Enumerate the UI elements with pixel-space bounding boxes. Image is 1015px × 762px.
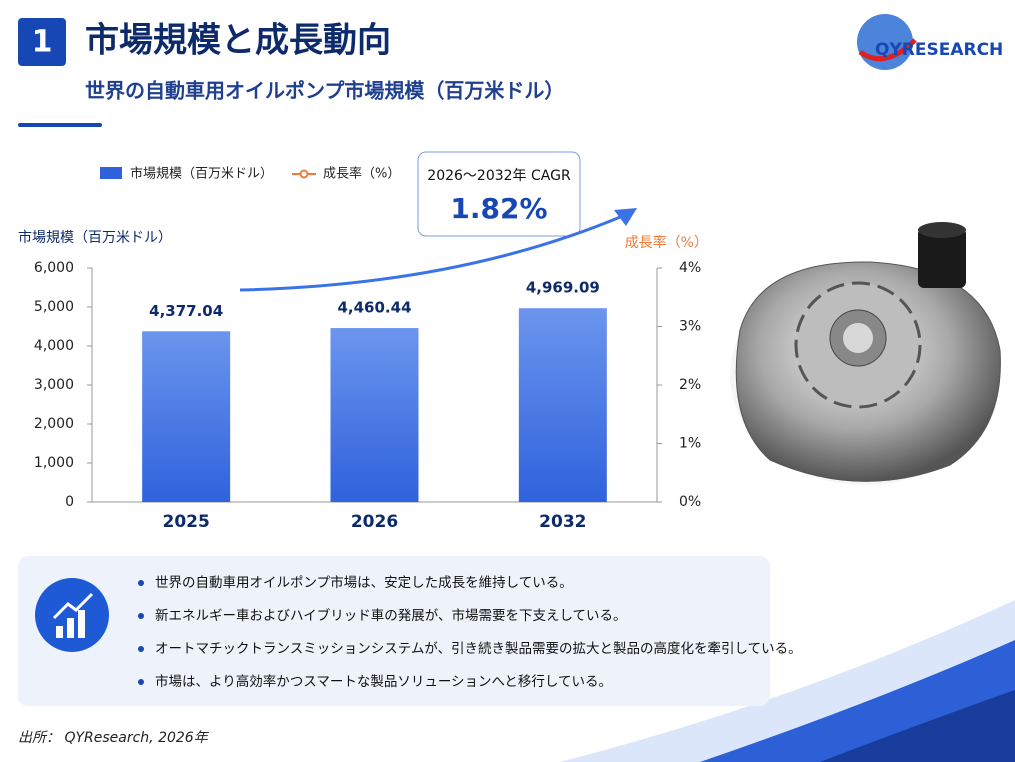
number-box	[18, 18, 66, 66]
y-tick-label: 5,000	[34, 299, 74, 315]
cagr-label: 2026～2032年 CAGR	[427, 168, 571, 184]
x-tick-label: 2032	[539, 512, 586, 532]
cagr-value: 1.82%	[450, 192, 547, 225]
logo: QYRESEARCH	[875, 40, 1003, 60]
y2-axis-title: 成長率（%）	[625, 234, 708, 251]
value-label: 4,377.04	[149, 302, 223, 320]
icon-bars	[56, 610, 85, 638]
legend-label: 市場規模（百万米ドル）	[130, 166, 273, 182]
bar	[518, 308, 607, 502]
icon	[35, 578, 109, 652]
y-axis-title: 市場規模（百万米ドル）	[18, 229, 172, 246]
bullet-dot	[138, 679, 144, 685]
bullet-text: 市場は、より高効率かつスマートな製品ソリューションへと移行している。	[155, 673, 612, 690]
divider	[18, 123, 102, 127]
arrow-head	[614, 208, 637, 226]
wave	[820, 690, 1015, 762]
bullet-dot	[138, 613, 144, 619]
bar	[330, 328, 419, 502]
x-tick-label: 2026	[351, 512, 398, 532]
y2-tick-label: 0%	[679, 494, 701, 510]
cagr-box	[417, 151, 581, 237]
y-tick-label: 2,000	[34, 416, 74, 432]
y-tick-label: 0	[65, 494, 74, 510]
icon-line	[52, 592, 94, 620]
legend-swatch	[100, 167, 122, 179]
legend-label: 成長率（%）	[323, 166, 400, 182]
legend-swatch	[299, 169, 309, 179]
y-tick-label: 6,000	[34, 260, 74, 276]
bullet-text: 新エネルギー車およびハイブリッド車の発展が、市場需要を下支えしている。	[155, 607, 627, 624]
y2-tick-label: 4%	[679, 260, 701, 276]
bar	[142, 331, 231, 502]
bullet-text: オートマチックトランスミッションシステムが、引き続き製品需要の拡大と製品の高度化…	[155, 640, 802, 657]
bullet-dot	[138, 580, 144, 586]
bullet-text: 世界の自動車用オイルポンプ市場は、安定した成長を維持している。	[155, 574, 573, 591]
value-label: 4,460.44	[337, 299, 411, 317]
trend-arrow	[239, 213, 626, 292]
x-tick-label: 2025	[163, 512, 210, 532]
y2-tick-label: 3%	[679, 319, 701, 335]
y-tick-label: 3,000	[34, 377, 74, 393]
title: 市場規模と成長動向	[85, 21, 391, 61]
y2-tick-label: 2%	[679, 377, 701, 393]
y2-tick-label: 1%	[679, 436, 701, 452]
section-number: 1	[32, 25, 53, 60]
logo-swoosh	[858, 38, 917, 62]
y-tick-label: 1,000	[34, 455, 74, 471]
value-label: 4,969.09	[526, 279, 600, 297]
product-image	[730, 222, 1001, 485]
bullet-dot	[138, 646, 144, 652]
summary-box	[18, 556, 770, 706]
subtitle: 世界の自動車用オイルポンプ市場規模（百万米ドル）	[85, 79, 564, 103]
y-tick-label: 4,000	[34, 338, 74, 354]
source: 出所： QYResearch, 2026年	[18, 730, 210, 746]
